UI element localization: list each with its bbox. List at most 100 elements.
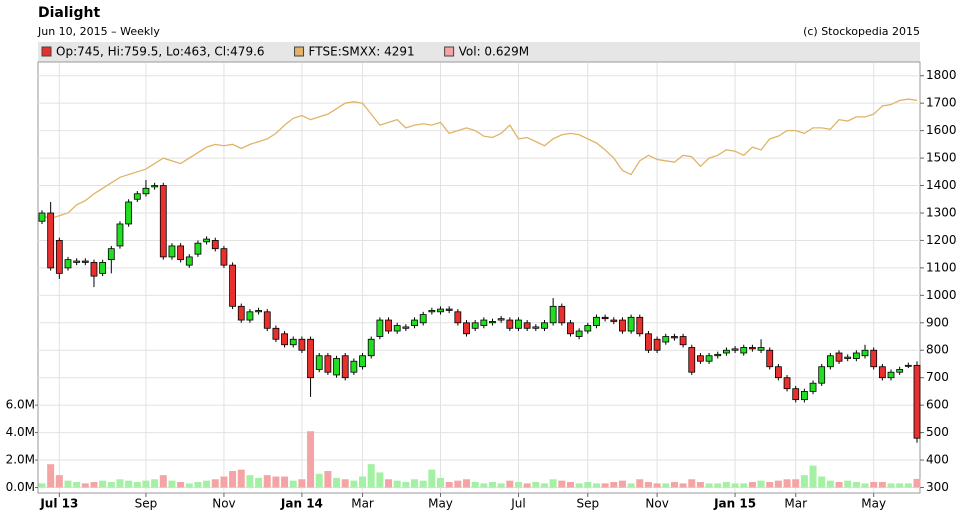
- volume-bar: [497, 483, 505, 488]
- candle-body: [246, 311, 254, 321]
- volume-bar: [792, 479, 800, 488]
- volume-bar: [99, 480, 107, 488]
- volume-bar: [826, 480, 834, 488]
- candle-body: [133, 193, 141, 200]
- volume-bar: [601, 483, 609, 488]
- volume-bar: [757, 480, 765, 488]
- candle-body: [878, 366, 886, 379]
- volume-bar: [125, 480, 133, 488]
- volume-bar: [627, 483, 635, 488]
- candle-body: [731, 348, 739, 351]
- volume-bar: [263, 475, 271, 488]
- volume-bar: [220, 476, 228, 488]
- x-tick-label: Jul: [510, 497, 525, 511]
- candle-body: [81, 260, 89, 263]
- volume-bar: [878, 482, 886, 488]
- candle-body: [454, 311, 462, 324]
- candle-body: [289, 338, 297, 346]
- volume-bar: [194, 482, 202, 488]
- volume-bar: [809, 465, 817, 488]
- y-tick-label: 1600: [926, 123, 957, 137]
- candle-body: [55, 240, 63, 274]
- candle-body: [913, 364, 921, 439]
- candle-body: [541, 322, 548, 329]
- volume-bar: [359, 476, 367, 488]
- y2-tick-label: 2.0M: [6, 453, 35, 467]
- volume-bar: [454, 480, 462, 488]
- candle-body: [740, 347, 748, 354]
- volume-bar: [644, 482, 652, 488]
- volume-bar: [324, 471, 332, 488]
- candle-body: [229, 264, 236, 307]
- candle-body: [887, 371, 895, 379]
- volume-bar: [90, 482, 98, 488]
- candle-body: [211, 240, 219, 250]
- candle-body: [636, 316, 644, 335]
- volume-bar: [350, 480, 358, 488]
- candle-body: [844, 356, 852, 359]
- candle-body: [255, 310, 262, 313]
- y2-tick-label: 0.0M: [6, 480, 35, 494]
- candle-body: [480, 319, 488, 326]
- volume-bar: [47, 464, 55, 488]
- candle-body: [601, 316, 609, 320]
- y-tick-label: 300: [926, 480, 949, 494]
- candle-body: [567, 322, 574, 335]
- candle-body: [168, 245, 176, 258]
- candle-body: [177, 245, 185, 261]
- volume-bar: [229, 471, 237, 488]
- candle-body: [549, 305, 557, 324]
- candle-body: [497, 318, 505, 321]
- candle-body: [341, 355, 349, 379]
- volume-bar: [670, 482, 678, 488]
- y-tick-label: 800: [926, 343, 949, 357]
- x-tick-label: Jan 14: [280, 497, 323, 511]
- y-tick-label: 700: [926, 370, 949, 384]
- volume-bar: [116, 479, 124, 488]
- candle-body: [367, 338, 375, 357]
- volume-bar: [168, 480, 176, 488]
- candle-body: [826, 355, 834, 368]
- plot-area: [37, 61, 921, 494]
- volume-bar: [766, 482, 774, 488]
- volume-bar: [705, 483, 713, 488]
- candle-body: [237, 305, 245, 321]
- y-tick-label: 1800: [926, 68, 957, 82]
- candle-body: [315, 355, 323, 370]
- volume-bar: [463, 479, 471, 488]
- volume-bar: [419, 480, 427, 488]
- x-tick-label: May: [428, 497, 453, 511]
- volume-bar: [714, 483, 722, 488]
- y-tick-label: 400: [926, 453, 949, 467]
- candle-body: [610, 319, 618, 322]
- y-tick-label: 1100: [926, 260, 957, 274]
- candle-body: [653, 338, 661, 351]
- legend-swatch: [41, 46, 52, 57]
- volume-bar: [679, 483, 687, 488]
- candle-body: [515, 319, 522, 329]
- volume-bar: [480, 483, 488, 488]
- candle-body: [671, 336, 678, 339]
- volume-bar: [558, 480, 566, 488]
- volume-bar: [852, 482, 860, 488]
- volume-bar: [385, 479, 393, 488]
- volume-bar: [159, 475, 167, 488]
- candle-body: [679, 336, 687, 346]
- x-tick-label: May: [861, 497, 886, 511]
- candle-body: [125, 201, 133, 225]
- volume-bar: [445, 482, 453, 488]
- candle-body: [90, 262, 98, 277]
- candle-body: [792, 388, 800, 401]
- candle-body: [489, 321, 496, 324]
- legend-label: Op:745, Hi:759.5, Lo:463, Cl:479.6: [56, 45, 265, 59]
- volume-bar: [653, 483, 661, 488]
- candle-body: [662, 336, 670, 343]
- y2-tick-label: 4.0M: [6, 425, 35, 439]
- y-tick-label: 1400: [926, 178, 957, 192]
- candle-body: [870, 349, 878, 368]
- candle-body: [896, 369, 904, 373]
- candle-body: [263, 311, 271, 329]
- candle-body: [835, 352, 843, 362]
- x-tick-label: Nov: [212, 497, 235, 511]
